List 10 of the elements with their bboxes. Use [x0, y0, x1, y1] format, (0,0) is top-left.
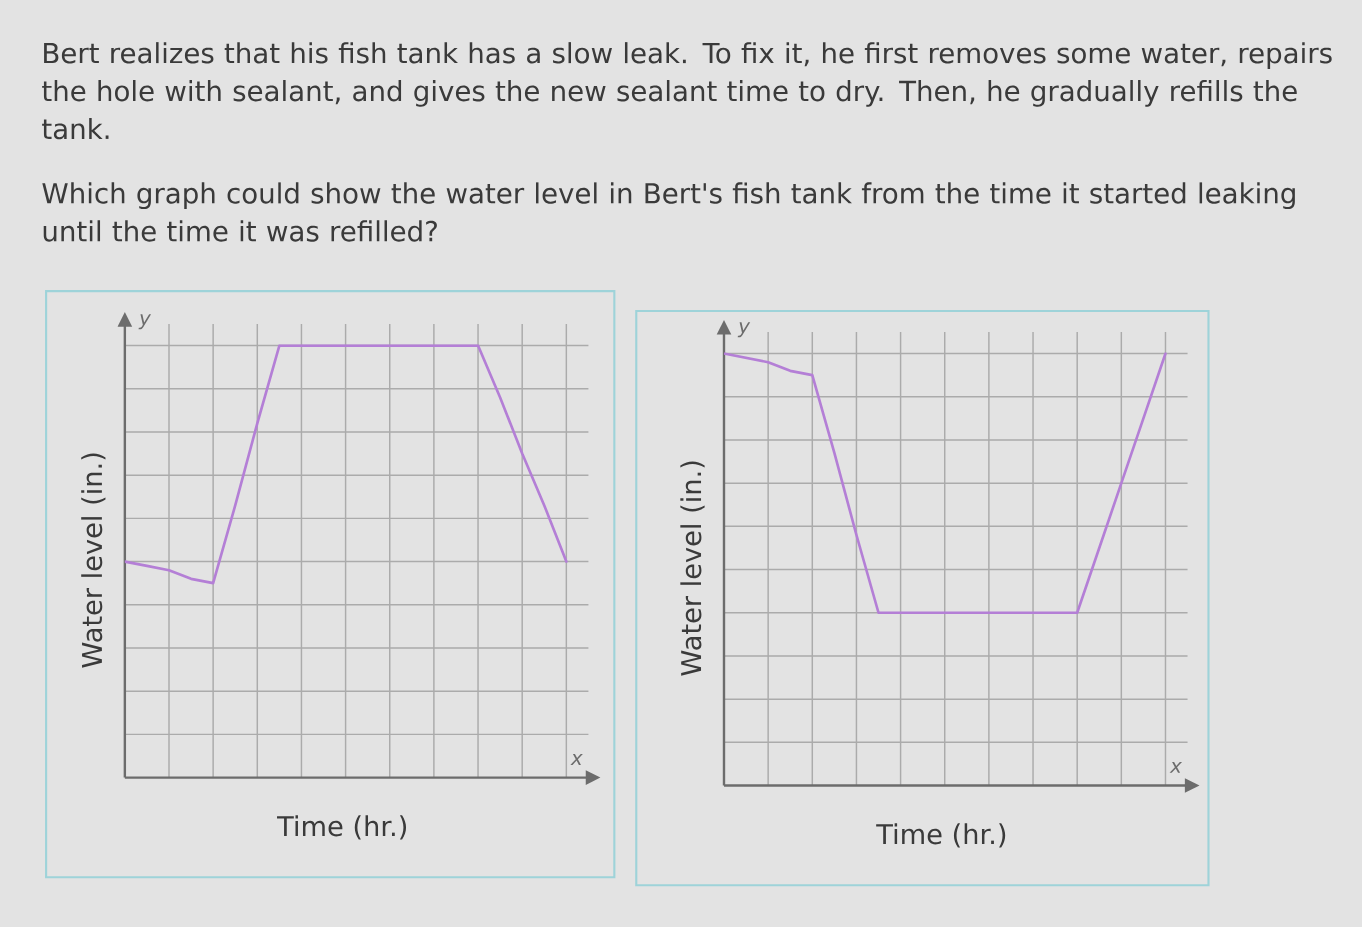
text: Which graph could show the water level in Bert's fish tank from the time it started leaking until the time it was refilled?	[42, 182, 1295, 242]
y-axis-title: Water level (in.)	[81, 453, 106, 668]
x-axis-title: Time (hr.)	[277, 815, 407, 840]
x-axis-title: Time (hr.)	[876, 823, 1006, 848]
text: y	[737, 322, 751, 338]
y-axis-title: Water level (in.)	[680, 461, 705, 676]
text: Bert realizes that his fish tank has a slow leak. To fix it, he first removes some water, repairs the hole with sealant, and gives the new sealant time to dry. Then, he gradually refills the tank.	[42, 42, 1332, 140]
annotation: x	[570, 753, 583, 765]
annotation: x	[1169, 761, 1183, 773]
text: y	[138, 314, 152, 330]
